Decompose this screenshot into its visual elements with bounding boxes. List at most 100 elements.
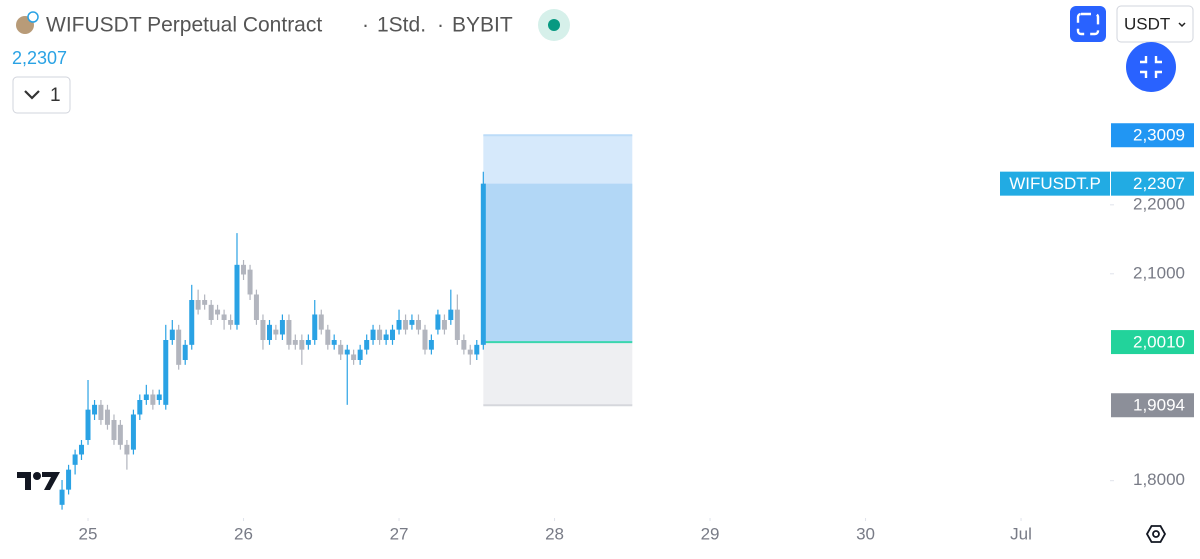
candle-body xyxy=(480,183,486,345)
candle-body xyxy=(461,340,467,350)
candle-body xyxy=(253,294,259,320)
candle-body xyxy=(195,300,201,310)
candle-body xyxy=(234,264,240,325)
settings-button[interactable] xyxy=(1145,525,1167,543)
candle-body xyxy=(467,349,473,355)
candle-body xyxy=(66,469,72,490)
price-tag xyxy=(1111,171,1194,196)
candle-body xyxy=(241,264,247,275)
candle-body xyxy=(338,344,344,355)
candle-body xyxy=(389,329,395,340)
candle-body xyxy=(189,300,195,345)
candle-body xyxy=(435,314,441,330)
price-tag-label: 2,0010 xyxy=(1133,333,1185,352)
candle-body xyxy=(286,320,292,345)
candle-body xyxy=(279,320,285,335)
y-tick-label: 1,8000 xyxy=(1133,470,1185,489)
candle-body xyxy=(163,340,169,405)
x-tick-label: 29 xyxy=(701,524,720,543)
candle-body xyxy=(351,354,357,360)
candle-body xyxy=(92,404,98,415)
candle-body xyxy=(344,349,350,355)
x-tick-label: 30 xyxy=(856,524,875,543)
candle-body xyxy=(266,324,272,340)
currency: USDT xyxy=(1124,14,1170,33)
candle-body xyxy=(124,444,130,455)
candle-body xyxy=(377,329,383,340)
interval[interactable]: 1Std. xyxy=(377,14,426,37)
chevron-icon xyxy=(24,90,40,100)
candle-body xyxy=(111,420,117,440)
exchange-icon xyxy=(27,11,39,23)
x-tick-label: Jul xyxy=(1010,524,1032,543)
candle-body xyxy=(208,304,214,320)
price-tag-label: 2,2307 xyxy=(1133,174,1185,193)
candle-body xyxy=(292,340,298,345)
x-tick-label: 27 xyxy=(390,524,409,543)
exchange: BYBIT xyxy=(452,14,513,37)
candle-body xyxy=(228,320,234,325)
candle-body xyxy=(273,329,279,335)
candle-body xyxy=(247,269,253,295)
profit-zone xyxy=(483,183,633,343)
candle-body xyxy=(409,320,415,325)
plot-area: 2,2000 2,1000 1,8000 25 26 27 28 29 30 Jul 2,3009 2… xyxy=(59,123,1194,543)
symbol-title[interactable]: WIFUSDT Perpetual Contract xyxy=(46,14,322,37)
candle-body xyxy=(137,400,143,415)
price-tag-label: 1,9094 xyxy=(1133,396,1185,415)
candle-body xyxy=(370,329,376,340)
candle-body xyxy=(176,329,182,365)
candle-body xyxy=(85,409,91,440)
market-status-dot xyxy=(548,19,560,31)
price-tag-label: 2,3009 xyxy=(1133,126,1185,145)
candle-body xyxy=(305,340,311,345)
candle-body xyxy=(383,334,389,340)
indicator-toggle[interactable] xyxy=(12,76,71,114)
candle-body xyxy=(428,340,434,350)
indicator-count: 1 xyxy=(50,85,61,106)
candle-body xyxy=(441,320,447,330)
separator: · xyxy=(437,14,444,37)
candle-body xyxy=(117,424,123,445)
price-tag xyxy=(1111,123,1194,148)
screenshot-icon xyxy=(1076,12,1100,36)
candle-body xyxy=(215,309,221,315)
candle-body xyxy=(156,394,162,400)
currency-select[interactable] xyxy=(1116,5,1194,43)
screenshot-button[interactable] xyxy=(1070,6,1106,42)
settings-icon xyxy=(1152,530,1160,538)
candle-body xyxy=(98,404,104,420)
x-tick-label: 26 xyxy=(234,524,253,543)
candle-body xyxy=(130,414,136,450)
collapse-icon xyxy=(1140,56,1162,78)
y-tick-label: 2,1000 xyxy=(1133,263,1185,282)
price-tag xyxy=(1111,330,1194,355)
candle-body xyxy=(150,394,156,405)
chevron-icon xyxy=(1178,22,1186,28)
candle-body xyxy=(260,320,266,340)
candle-body xyxy=(396,320,402,330)
candle-body xyxy=(299,340,305,350)
candle-body xyxy=(474,344,480,355)
candle-body xyxy=(448,309,454,320)
candle-body xyxy=(72,454,78,465)
candle-body xyxy=(318,314,324,330)
separator: · xyxy=(362,14,369,37)
last-price: 2,2307 xyxy=(12,48,67,68)
candle-body xyxy=(169,329,175,340)
candle-body xyxy=(221,314,227,320)
y-tick-label: 2,2000 xyxy=(1133,194,1185,213)
logo-dot xyxy=(33,472,41,480)
candle-body xyxy=(182,344,188,360)
candle-body xyxy=(357,349,363,360)
candle-body xyxy=(325,329,331,345)
x-tick-label: 25 xyxy=(79,524,98,543)
candle-body xyxy=(331,340,337,345)
logo xyxy=(17,472,60,490)
candle-body xyxy=(202,300,208,305)
candle-body xyxy=(415,320,421,330)
candle-body xyxy=(364,340,370,350)
collapse-button[interactable] xyxy=(1126,42,1176,92)
candle-body xyxy=(59,489,65,505)
symbol-tag-label: WIFUSDT.P xyxy=(1009,174,1101,193)
